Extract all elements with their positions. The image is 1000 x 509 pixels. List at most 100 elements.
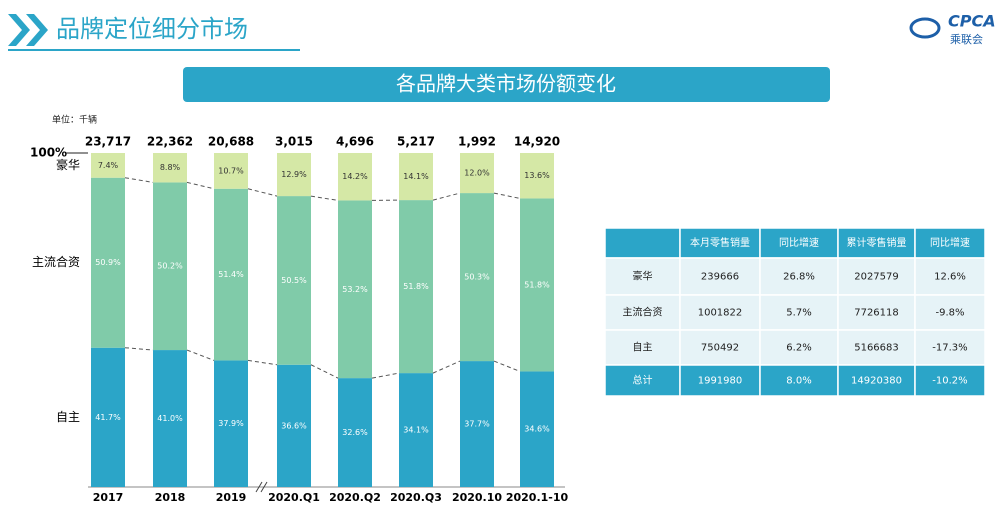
table-text: 750492 <box>701 343 739 354</box>
total-label: 1,992 <box>458 135 496 149</box>
bar-segment <box>214 153 248 189</box>
table-text: 1001822 <box>698 308 743 319</box>
value-label: 7.4% <box>98 161 119 170</box>
value-label: 50.9% <box>95 258 121 267</box>
x-tick-label: 2020.1-10 <box>506 491 569 504</box>
axis-break <box>255 481 268 493</box>
connector <box>493 360 521 372</box>
total-label: 14,920 <box>514 135 560 149</box>
table-text: 同比增速 <box>930 236 970 249</box>
bar-segment <box>460 153 494 194</box>
header-icon <box>8 14 48 46</box>
connector <box>186 181 215 190</box>
table-text: 12.6% <box>934 272 966 283</box>
logo-mark <box>909 17 941 39</box>
series-label: 豪华 <box>56 157 80 172</box>
total-label: 22,362 <box>147 135 193 149</box>
table-text: 6.2% <box>786 343 811 354</box>
value-label: 12.9% <box>281 170 307 179</box>
logo: CPCA <box>948 12 996 31</box>
table-text: 5166683 <box>854 343 899 354</box>
table-cell <box>837 257 916 296</box>
table-cell <box>914 329 986 366</box>
x-tick-label: 2020.10 <box>452 491 502 504</box>
chart-title-band <box>183 67 830 102</box>
bar-segment <box>399 373 433 487</box>
table-cell <box>914 227 986 259</box>
table-text: -9.8% <box>935 308 964 319</box>
page-title: 品牌定位细分市场 <box>56 15 248 43</box>
bar-segment <box>91 347 125 487</box>
table-text: 14920380 <box>851 376 902 387</box>
value-label: 53.2% <box>342 285 368 294</box>
connector <box>310 364 339 379</box>
table-text: 5.7% <box>786 308 811 319</box>
connector <box>247 359 278 366</box>
connector <box>247 188 278 197</box>
connector <box>493 192 521 199</box>
table-cell <box>604 294 681 331</box>
connector <box>371 372 400 379</box>
value-label: 10.7% <box>218 166 244 175</box>
total-label: 20,688 <box>208 135 254 149</box>
bar-segment <box>460 361 494 487</box>
table-text: 累计零售销量 <box>847 236 907 249</box>
bar-segment <box>153 153 187 183</box>
total-label: 3,015 <box>275 135 313 149</box>
table-cell <box>759 364 839 397</box>
table-text: 26.8% <box>783 272 815 283</box>
bar-segment <box>399 153 433 201</box>
table-text: 主流合资 <box>623 306 663 319</box>
value-label: 41.0% <box>157 414 183 423</box>
bar-segment <box>214 360 248 487</box>
value-label: 51.4% <box>218 270 244 279</box>
bar-segment <box>91 153 125 178</box>
value-label: 14.1% <box>403 172 429 181</box>
connector <box>186 349 215 361</box>
chart-title: 各品牌大类市场份额变化 <box>396 72 616 96</box>
bar-segment <box>153 350 187 487</box>
bar-segment <box>338 378 372 487</box>
bar-segment <box>214 188 248 361</box>
value-label: 50.2% <box>157 262 183 271</box>
total-label: 4,696 <box>336 135 374 149</box>
value-label: 51.8% <box>403 282 429 291</box>
table-text: 同比增速 <box>779 236 819 249</box>
table-text: 总计 <box>633 374 653 387</box>
table-cell <box>604 364 681 397</box>
table-cell <box>679 294 761 331</box>
value-label: 37.7% <box>464 420 490 429</box>
series-label: 自主 <box>56 410 80 424</box>
table-text: 239666 <box>701 272 739 283</box>
x-tick-label: 2019 <box>216 491 247 504</box>
bar-segment <box>460 193 494 362</box>
y-tick-label: 100% <box>30 146 67 160</box>
total-label: 23,717 <box>85 135 131 149</box>
value-label: 14.2% <box>342 172 368 181</box>
bar-segment <box>520 371 554 487</box>
table-text: -10.2% <box>932 376 967 387</box>
value-label: 32.6% <box>342 428 368 437</box>
x-tick-label: 2017 <box>93 491 124 504</box>
value-label: 13.6% <box>524 171 550 180</box>
value-label: 50.3% <box>464 273 490 282</box>
table-text: 7726118 <box>854 308 899 319</box>
table-text: 1991980 <box>698 376 743 387</box>
bar-segment <box>399 200 433 374</box>
value-label: 37.9% <box>218 419 244 428</box>
bar-segment <box>277 196 311 365</box>
value-label: 50.5% <box>281 276 307 285</box>
table-cell <box>679 329 761 366</box>
bar-segment <box>338 153 372 201</box>
value-label: 8.8% <box>160 163 181 172</box>
table-text: -17.3% <box>932 343 967 354</box>
table-cell <box>679 364 761 397</box>
bar-segment <box>277 153 311 197</box>
series-label: 主流合资 <box>32 254 80 269</box>
table-cell <box>914 257 986 296</box>
value-label: 34.1% <box>403 426 429 435</box>
unit: 单位：千辆 <box>52 114 97 126</box>
bar-segment <box>91 177 125 348</box>
logo-sub: 乘联会 <box>950 33 983 46</box>
